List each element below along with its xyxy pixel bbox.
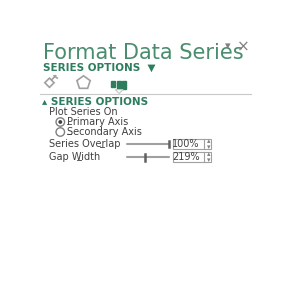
Text: ▾: ▾: [206, 157, 210, 163]
FancyBboxPatch shape: [174, 139, 211, 149]
Text: ▴ SERIES OPTIONS: ▴ SERIES OPTIONS: [42, 97, 148, 107]
Text: ▾: ▾: [225, 41, 231, 52]
Text: Gap Width: Gap Width: [49, 152, 101, 162]
Circle shape: [59, 120, 62, 124]
Text: 219%: 219%: [172, 152, 200, 162]
Circle shape: [56, 128, 64, 136]
Text: Series Overlap: Series Overlap: [49, 139, 121, 149]
Polygon shape: [115, 90, 123, 94]
Text: ▴: ▴: [206, 151, 210, 157]
Text: Secondary Axis: Secondary Axis: [67, 127, 142, 137]
Bar: [122, 81, 126, 89]
Bar: [117, 81, 121, 90]
Text: Format Data Series: Format Data Series: [43, 44, 244, 63]
FancyBboxPatch shape: [174, 152, 211, 162]
Text: SERIES OPTIONS  ▼: SERIES OPTIONS ▼: [43, 62, 156, 72]
Circle shape: [56, 118, 64, 126]
Text: Plot Series On: Plot Series On: [49, 107, 118, 117]
Text: ×: ×: [237, 39, 250, 54]
Text: ▾: ▾: [206, 144, 210, 150]
Text: ▴: ▴: [206, 138, 210, 144]
Text: 100%: 100%: [172, 139, 200, 149]
Text: Primary Axis: Primary Axis: [67, 117, 129, 127]
Bar: [111, 81, 115, 87]
